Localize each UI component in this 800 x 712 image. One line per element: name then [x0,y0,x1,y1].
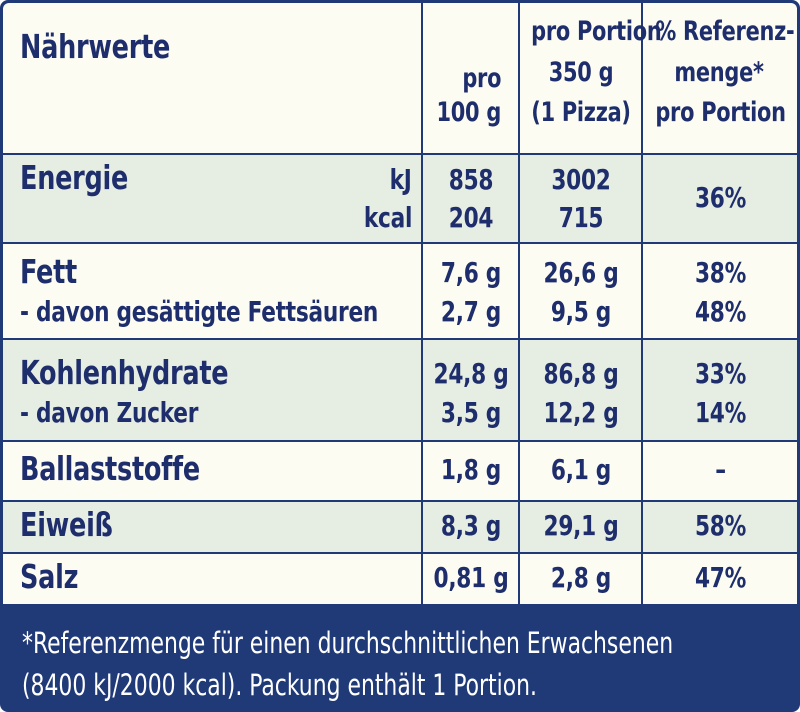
fett-sub-portion: 9,5 g [550,295,612,328]
row-band-kohlenhydrate [3,340,797,440]
row-label-kohlenhydrate-sub: - davon Zucker [20,396,199,429]
eiweiss-portion: 29,1 g [543,509,619,542]
footnote-line2: (8400 kJ/2000 kcal). Packung enthält 1 P… [22,668,537,702]
column-rule [421,3,423,604]
table-title: Nährwerte [20,27,171,66]
salz-ref: 47% [694,561,747,594]
eiweiss-ref: 58% [694,509,747,542]
row-label-salz: Salz [20,557,79,596]
header-portion-line3: (1 Pizza) [531,97,631,128]
row-band-eiweiss [3,502,797,552]
row-label-fett-sub: - davon gesättigte Fettsäuren [20,295,379,328]
unit-kj: kJ [390,163,412,196]
column-rule [641,3,643,604]
fett-per100: 7,6 g [440,256,502,289]
rule [3,242,797,244]
rule [3,440,797,442]
unit-kcal: kcal [363,201,413,234]
header-ref-line3: pro Portion [655,97,786,128]
energie-ref: 36% [694,181,747,214]
ballaststoffe-ref: – [715,453,726,486]
header-per-100g-line1: pro [462,63,501,94]
kohlenhydrate-sub-portion: 12,2 g [543,396,619,429]
row-label-energie: Energie [20,158,129,197]
row-label-fett: Fett [20,252,78,291]
fett-sub-ref: 48% [694,295,747,328]
fett-ref: 38% [694,256,747,289]
nutrition-table: Nährwerte pro 100 g pro Portion 350 g (1… [3,3,797,604]
kohlenhydrate-ref: 33% [694,357,747,390]
salz-per100: 0,81 g [433,561,509,594]
energie-per100-kcal: 204 [448,201,494,234]
fett-sub-per100: 2,7 g [440,295,502,328]
eiweiss-per100: 8,3 g [440,509,502,542]
row-label-kohlenhydrate: Kohlenhydrate [20,353,229,392]
header-ref-line2: menge* [674,57,764,88]
rule [3,153,797,155]
footnote-line1: *Referenzmenge für einen durchschnittlic… [22,626,674,660]
kohlenhydrate-portion: 86,8 g [543,357,619,390]
kohlenhydrate-sub-ref: 14% [694,396,747,429]
ballaststoffe-portion: 6,1 g [550,453,612,486]
column-rule [518,3,520,604]
energie-portion-kcal: 715 [558,201,604,234]
kohlenhydrate-per100: 24,8 g [433,357,509,390]
salz-portion: 2,8 g [550,561,612,594]
rule [3,338,797,340]
kohlenhydrate-sub-per100: 3,5 g [440,396,502,429]
header-per-100g-line2: 100 g [436,97,501,128]
energie-per100-kj: 858 [448,163,494,196]
rule [3,552,797,554]
footnote: *Referenzmenge für einen durchschnittlic… [22,622,778,706]
row-band-energie [3,155,797,242]
header-portion-line2: 350 g [548,57,614,88]
header-ref-line1: % Referenz- [655,16,795,47]
energie-portion-kj: 3002 [551,163,611,196]
ballaststoffe-per100: 1,8 g [440,453,502,486]
row-label-ballaststoffe: Ballaststoffe [20,449,200,488]
rule [3,500,797,502]
header-portion-line1: pro Portion [531,16,662,47]
fett-portion: 26,6 g [543,256,619,289]
row-label-eiweiss: Eiweiß [20,505,113,544]
